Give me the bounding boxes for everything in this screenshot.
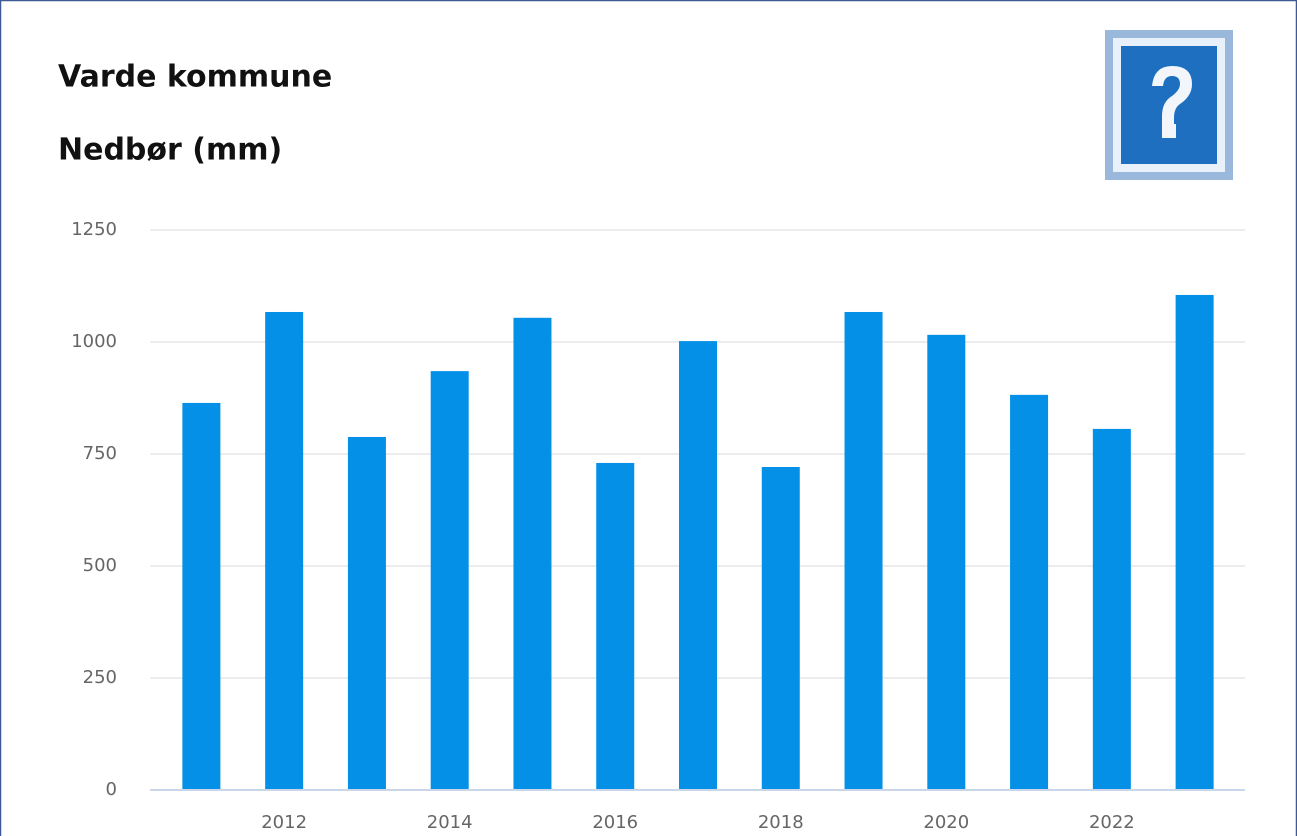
bar [513,317,552,790]
bar [1175,294,1214,790]
y-tick-label: 750 [83,443,117,464]
bar [761,466,800,790]
x-tick-label: 2018 [758,812,804,833]
chart-title: Varde kommune [58,60,332,95]
bar [1092,428,1131,790]
x-tick-label: 2016 [592,812,638,833]
bar [844,311,883,790]
y-tick-label: 0 [106,779,117,800]
x-tick-label: 2012 [261,812,307,833]
y-tick-label: 1000 [71,331,117,352]
bar [347,436,386,790]
help-icon-dot [1162,124,1176,138]
x-tick-label: 2022 [1089,812,1135,833]
bar [596,462,635,790]
help-button[interactable] [1105,30,1233,180]
bar [182,402,221,790]
bar [1010,394,1049,790]
bar [679,341,717,790]
chart-subtitle: Nedbør (mm) [58,133,282,168]
y-tick-label: 250 [83,667,117,688]
y-tick-label: 500 [83,555,117,576]
bar [927,334,966,790]
bar [265,311,304,790]
help-icon-glyph [1152,66,1192,124]
y-tick-label: 1250 [71,219,117,240]
x-tick-label: 2020 [923,812,969,833]
bar [430,371,469,790]
x-tick-label: 2014 [427,812,473,833]
